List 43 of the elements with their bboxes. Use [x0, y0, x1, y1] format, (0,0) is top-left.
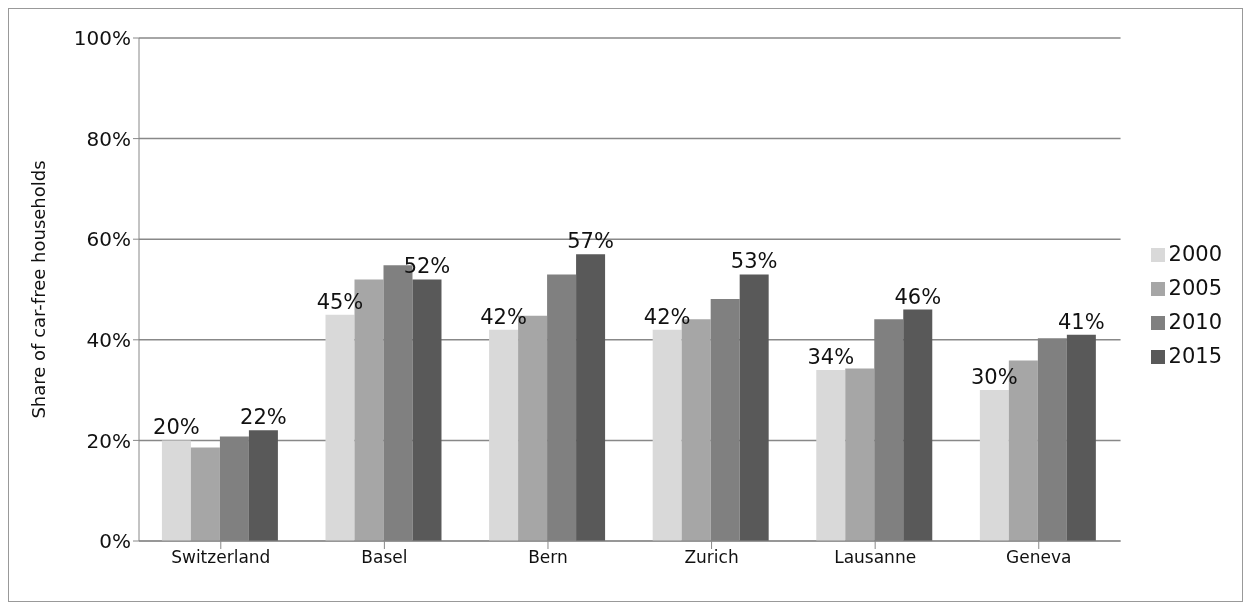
- bar: [816, 369, 846, 541]
- data-label: 42%: [643, 304, 691, 329]
- bar: [845, 368, 875, 541]
- data-label: 45%: [316, 289, 364, 314]
- bar: [652, 329, 682, 541]
- data-label: 41%: [1058, 309, 1105, 334]
- y-axis-title: Share of car-free households: [28, 160, 50, 419]
- bar: [979, 390, 1009, 541]
- y-tick-label: 100%: [73, 26, 131, 51]
- data-label: 57%: [567, 229, 614, 254]
- data-label: 53%: [730, 249, 778, 274]
- bar: [903, 309, 933, 541]
- x-tick-label: Geneva: [1006, 547, 1072, 568]
- data-label: 22%: [240, 405, 287, 430]
- bar: [489, 329, 519, 541]
- bar: [576, 254, 606, 541]
- y-tick-label: 80%: [86, 126, 131, 151]
- bar: [325, 314, 355, 541]
- y-tick-label: 20%: [86, 428, 131, 453]
- bar: [248, 430, 278, 541]
- data-label: 20%: [153, 415, 200, 440]
- y-tick-label: 40%: [86, 327, 131, 352]
- x-tick-label: Zurich: [684, 547, 739, 568]
- y-tick-label: 0%: [99, 529, 131, 554]
- legend-label: 2005: [1168, 276, 1222, 300]
- data-label: 46%: [894, 284, 942, 309]
- bar: [161, 440, 191, 541]
- bar: [190, 447, 220, 541]
- legend-label: 2015: [1168, 344, 1222, 368]
- legend-label: 2010: [1168, 310, 1222, 334]
- x-tick-label: Bern: [528, 547, 568, 568]
- data-label: 34%: [807, 344, 855, 369]
- data-label: 52%: [403, 254, 451, 279]
- x-tick-label: Lausanne: [834, 547, 917, 568]
- data-label: 30%: [971, 365, 1018, 390]
- bar: [1066, 334, 1096, 541]
- legend-label: 2000: [1168, 242, 1222, 266]
- x-tick-label: Switzerland: [171, 547, 271, 568]
- data-label: 42%: [480, 304, 527, 329]
- bar: [412, 279, 442, 541]
- bar: [739, 274, 769, 541]
- y-tick-label: 60%: [86, 227, 131, 252]
- x-tick-label: Basel: [361, 547, 408, 568]
